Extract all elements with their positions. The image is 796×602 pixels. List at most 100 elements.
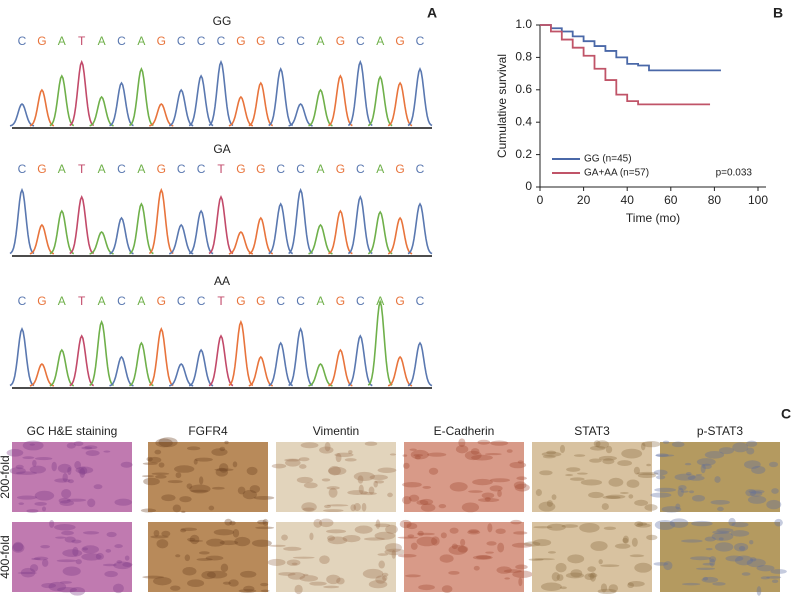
peak [188, 74, 214, 127]
stain-texture [34, 457, 53, 461]
stain-texture [260, 582, 269, 587]
row-label: 400-fold [0, 535, 12, 578]
base-letter: C [177, 34, 186, 48]
stain-texture [153, 576, 172, 586]
peak [228, 230, 254, 255]
panel-label: A [427, 5, 437, 21]
stain-texture [407, 534, 415, 538]
stain-texture [746, 558, 766, 568]
stain-texture [29, 443, 35, 446]
peak [69, 334, 95, 387]
stain-texture [489, 485, 503, 492]
stain-texture [104, 570, 118, 578]
stain-texture [546, 450, 557, 455]
base-letter: C [197, 294, 206, 308]
stain-texture [595, 440, 610, 449]
base-letter: A [98, 294, 106, 308]
stain-texture [566, 467, 581, 472]
column-title: Vimentin [313, 424, 359, 438]
stain-texture [725, 555, 744, 562]
stain-texture [344, 458, 357, 462]
stain-texture [551, 572, 560, 582]
stain-texture [587, 566, 597, 572]
stain-texture [323, 585, 340, 589]
stain-texture [555, 562, 567, 573]
stain-texture [565, 474, 574, 477]
stain-texture [112, 583, 124, 594]
stain-texture [246, 466, 258, 476]
stain-texture [347, 490, 368, 495]
peak [268, 341, 294, 387]
stain-texture [205, 555, 224, 561]
stain-texture [457, 545, 469, 553]
stain-texture [302, 573, 309, 576]
base-letter: C [18, 162, 27, 176]
stain-texture [15, 471, 38, 475]
stain-texture [66, 442, 76, 449]
stain-texture [588, 573, 598, 578]
peak [9, 102, 35, 127]
stain-texture [622, 537, 629, 543]
base-letter: A [58, 294, 66, 308]
stain-texture [180, 528, 187, 533]
stain-texture [771, 488, 779, 494]
stain-texture [486, 541, 497, 546]
stain-texture [756, 565, 775, 572]
peak [208, 334, 234, 387]
stain-texture [766, 575, 782, 579]
stain-texture [161, 530, 171, 537]
peak [168, 223, 194, 255]
base-letter: G [37, 294, 46, 308]
stain-texture [237, 486, 246, 495]
stain-texture [669, 518, 689, 528]
base-letter: G [395, 34, 404, 48]
stain-texture [741, 572, 751, 576]
peak [248, 81, 274, 127]
stain-texture [122, 562, 133, 567]
stain-texture [327, 466, 347, 476]
stain-texture [67, 467, 72, 476]
stain-texture [34, 490, 55, 501]
stain-texture [614, 543, 631, 549]
peak [69, 59, 95, 127]
genotype-title: AA [214, 274, 230, 288]
y-tick-label: 0.2 [515, 147, 532, 161]
stain-texture [150, 535, 169, 539]
stain-texture [714, 542, 734, 552]
stain-texture [556, 574, 564, 581]
stain-texture [680, 490, 689, 493]
stain-texture [253, 495, 275, 500]
peak [188, 209, 214, 255]
stain-texture [484, 453, 502, 456]
stain-texture [299, 464, 307, 469]
stain-texture [428, 467, 439, 475]
stain-texture [75, 559, 82, 565]
column-title: p-STAT3 [697, 424, 744, 438]
stain-texture [82, 531, 100, 535]
stain-texture [749, 557, 757, 562]
stain-texture [71, 539, 82, 544]
stain-texture [161, 494, 176, 502]
peak [407, 67, 433, 127]
stain-texture [287, 572, 306, 580]
base-letter: C [117, 162, 126, 176]
stain-texture [181, 510, 186, 513]
stain-texture [487, 523, 493, 533]
stain-texture [373, 480, 378, 488]
stain-texture [517, 460, 524, 464]
stain-texture [211, 486, 225, 490]
base-letter: C [197, 162, 206, 176]
peak [248, 355, 274, 387]
stain-texture [580, 479, 603, 486]
stain-texture [749, 490, 763, 497]
stain-texture [655, 454, 675, 457]
stain-texture [61, 488, 72, 499]
stain-texture [418, 584, 435, 591]
stain-texture [102, 563, 117, 567]
stain-texture [218, 463, 229, 473]
stain-texture [766, 499, 782, 510]
stain-texture [342, 534, 361, 543]
stain-texture [57, 463, 72, 474]
stain-texture [718, 447, 734, 455]
base-letter: G [236, 34, 245, 48]
